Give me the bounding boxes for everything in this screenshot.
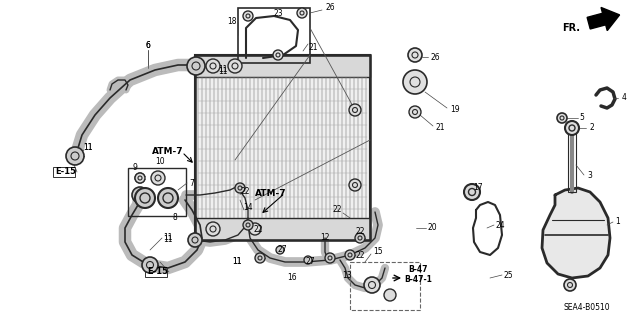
Text: 6: 6 — [145, 41, 150, 50]
Circle shape — [243, 220, 253, 230]
Circle shape — [188, 233, 202, 247]
Circle shape — [565, 121, 579, 135]
Circle shape — [408, 48, 422, 62]
Bar — [350, 262, 420, 310]
Text: 26: 26 — [325, 4, 335, 12]
Text: 20: 20 — [427, 224, 437, 233]
Text: 13: 13 — [342, 271, 352, 279]
Bar — [568, 132, 576, 192]
Text: 19: 19 — [450, 106, 460, 115]
Circle shape — [228, 59, 242, 73]
Circle shape — [255, 253, 265, 263]
Circle shape — [325, 253, 335, 263]
Circle shape — [384, 289, 396, 301]
Text: 2: 2 — [589, 123, 595, 132]
Text: B-47-1: B-47-1 — [404, 276, 432, 285]
Text: 5: 5 — [580, 114, 584, 122]
Circle shape — [349, 179, 361, 191]
Circle shape — [142, 257, 158, 273]
Text: 11: 11 — [232, 257, 242, 266]
Text: 24: 24 — [495, 220, 505, 229]
Text: 22: 22 — [355, 250, 365, 259]
Text: FR.: FR. — [562, 23, 580, 33]
Circle shape — [557, 113, 567, 123]
Circle shape — [158, 188, 178, 208]
Text: 1: 1 — [616, 218, 620, 226]
Text: E-15: E-15 — [55, 167, 76, 176]
Circle shape — [243, 11, 253, 21]
Circle shape — [297, 8, 307, 18]
Circle shape — [187, 57, 205, 75]
Circle shape — [403, 70, 427, 94]
Text: 3: 3 — [588, 170, 593, 180]
Text: 27: 27 — [277, 246, 287, 255]
Bar — [195, 218, 370, 240]
Text: 22: 22 — [253, 226, 263, 234]
Bar — [195, 55, 370, 77]
Text: 25: 25 — [503, 271, 513, 279]
Text: 27: 27 — [305, 257, 315, 266]
Text: 11: 11 — [218, 65, 228, 75]
Circle shape — [235, 183, 245, 193]
Polygon shape — [587, 7, 620, 31]
Text: 17: 17 — [473, 183, 483, 192]
Text: 7: 7 — [189, 179, 195, 188]
Text: 11: 11 — [163, 234, 173, 242]
Text: 18: 18 — [227, 18, 237, 26]
Text: 11: 11 — [83, 144, 93, 152]
Text: 15: 15 — [373, 248, 383, 256]
Text: 10: 10 — [155, 158, 165, 167]
Circle shape — [349, 104, 361, 116]
Polygon shape — [542, 188, 610, 278]
Text: 21: 21 — [435, 123, 445, 132]
Bar — [128, 168, 186, 216]
Text: 8: 8 — [173, 213, 177, 222]
Circle shape — [564, 279, 576, 291]
Text: ATM-7: ATM-7 — [255, 189, 287, 197]
Circle shape — [135, 188, 155, 208]
Bar — [145, 267, 167, 277]
Text: SEA4-B0510: SEA4-B0510 — [563, 303, 610, 313]
Circle shape — [276, 246, 284, 254]
Circle shape — [66, 147, 84, 165]
Text: 11: 11 — [218, 68, 228, 77]
Text: 12: 12 — [320, 234, 330, 242]
Circle shape — [249, 223, 261, 235]
Bar — [195, 55, 370, 240]
Bar — [238, 8, 310, 63]
Text: 11: 11 — [232, 257, 242, 266]
Circle shape — [206, 59, 220, 73]
Circle shape — [273, 50, 283, 60]
Text: 6: 6 — [145, 41, 150, 50]
Circle shape — [304, 256, 312, 264]
Circle shape — [206, 222, 220, 236]
Bar — [53, 167, 75, 177]
Circle shape — [355, 233, 365, 243]
Text: 22: 22 — [240, 188, 250, 197]
Bar — [195, 55, 370, 240]
Text: 22: 22 — [355, 227, 365, 236]
Circle shape — [464, 184, 480, 200]
Text: 9: 9 — [132, 164, 138, 173]
Text: 21: 21 — [308, 42, 317, 51]
Circle shape — [151, 171, 165, 185]
Circle shape — [345, 250, 355, 260]
Circle shape — [364, 277, 380, 293]
Text: B-47: B-47 — [408, 265, 428, 275]
Circle shape — [409, 106, 421, 118]
Text: 23: 23 — [273, 10, 283, 19]
Text: 22: 22 — [332, 205, 342, 214]
Text: 16: 16 — [287, 273, 297, 283]
Text: 4: 4 — [621, 93, 627, 102]
Circle shape — [135, 173, 145, 183]
Circle shape — [132, 187, 148, 203]
Text: ATM-7: ATM-7 — [152, 147, 184, 157]
Text: 11: 11 — [83, 144, 93, 152]
Text: 11: 11 — [163, 235, 173, 244]
Text: E-15: E-15 — [147, 268, 168, 277]
Text: 14: 14 — [243, 203, 253, 211]
Text: 26: 26 — [430, 53, 440, 62]
